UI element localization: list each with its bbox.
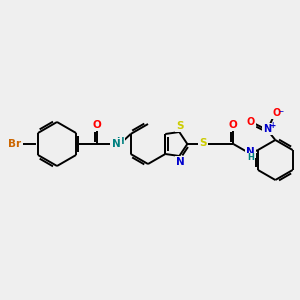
Text: N: N bbox=[112, 139, 120, 149]
Text: O: O bbox=[229, 120, 238, 130]
Text: N: N bbox=[263, 124, 272, 134]
Text: O: O bbox=[246, 117, 254, 127]
Text: H: H bbox=[247, 154, 254, 163]
Text: O: O bbox=[272, 108, 281, 118]
Text: +: + bbox=[269, 121, 275, 130]
Text: N: N bbox=[176, 157, 185, 167]
Text: S: S bbox=[200, 138, 207, 148]
Text: Br: Br bbox=[8, 139, 22, 149]
Text: O: O bbox=[93, 120, 101, 130]
Text: S: S bbox=[177, 121, 184, 131]
Text: ⁻: ⁻ bbox=[279, 109, 284, 119]
Text: N: N bbox=[246, 147, 255, 157]
Text: H: H bbox=[116, 136, 124, 146]
